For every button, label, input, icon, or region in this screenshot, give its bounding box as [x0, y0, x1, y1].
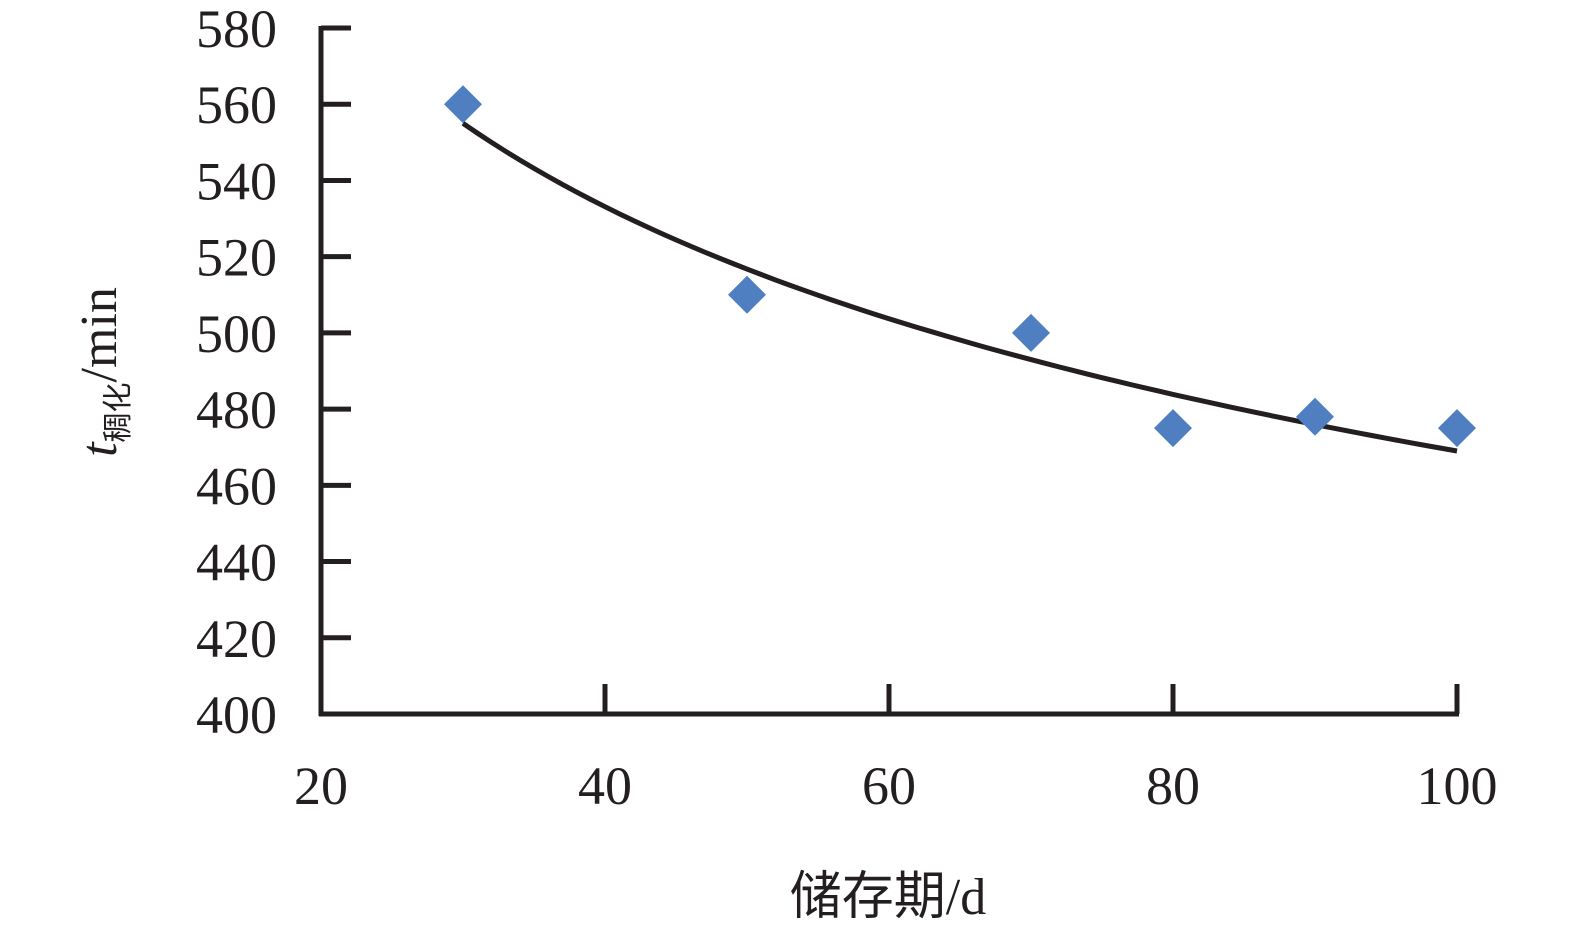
y-tick-label: 440 — [196, 533, 277, 593]
y-axis-title-main: t — [71, 441, 128, 457]
x-tick-label: 40 — [578, 756, 632, 816]
y-tick-label: 580 — [196, 0, 277, 59]
x-ticks: 20 40 60 80 100 — [294, 684, 1498, 816]
x-tick-label: 100 — [1417, 756, 1498, 816]
y-axis-title: t稠化/min — [71, 287, 136, 457]
axes — [318, 26, 1459, 717]
y-tick-label: 540 — [196, 151, 277, 211]
x-tick-label: 60 — [862, 756, 916, 816]
y-tick-label: 520 — [196, 228, 277, 288]
x-tick-label: 80 — [1146, 756, 1200, 816]
x-axis-title: 储存期/d — [790, 869, 986, 926]
data-point-diamond — [728, 275, 766, 314]
data-point-diamond — [1012, 313, 1050, 352]
y-tick-label: 500 — [196, 304, 277, 364]
y-tick-label: 560 — [196, 75, 277, 135]
y-tick-label: 420 — [196, 609, 277, 669]
data-point-diamond — [1296, 397, 1334, 436]
data-point-diamond — [1438, 409, 1476, 448]
y-tick-label: 480 — [196, 380, 277, 440]
data-point-diamond — [1154, 409, 1192, 448]
trendline — [461, 121, 1458, 454]
x-tick-label: 20 — [294, 756, 348, 816]
y-tick-label: 400 — [196, 685, 277, 745]
y-tick-label: 460 — [196, 456, 277, 516]
data-point-diamond — [444, 85, 482, 124]
data-points — [444, 85, 1476, 448]
y-axis-title-subscript: 稠化 — [101, 382, 136, 442]
y-ticks: 400 420 440 460 480 500 520 540 560 580 — [196, 0, 351, 745]
y-axis-title-unit: /min — [71, 287, 128, 382]
